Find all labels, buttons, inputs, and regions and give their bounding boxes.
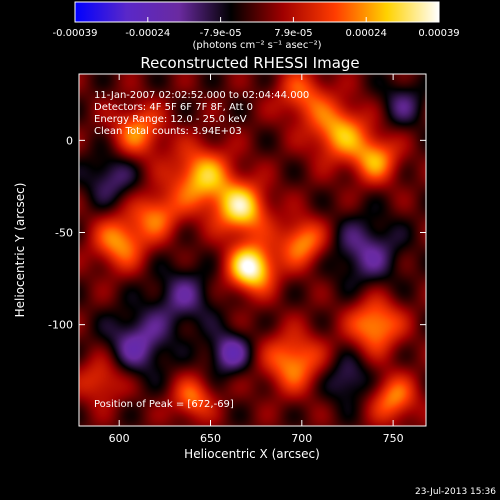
annotation-clean: Clean Total counts: 3.94E+03 bbox=[94, 126, 242, 137]
colorbar-tick-label: -7.9e-05 bbox=[200, 28, 242, 39]
x-tick-label: 750 bbox=[383, 432, 404, 445]
x-tick-label: 650 bbox=[200, 432, 221, 445]
colorbar-unit-label: (photons cm⁻² s⁻¹ asec⁻²) bbox=[192, 40, 321, 51]
heatmap-canvas bbox=[79, 74, 426, 426]
colorbar-ticks: -0.00039 -0.00024 -7.9e-05 7.9e-05 0.00024 0.… bbox=[53, 17, 460, 39]
x-axis-label: Heliocentric X (arcsec) bbox=[184, 447, 320, 461]
colorbar-tick-label: -0.00039 bbox=[53, 28, 98, 39]
annotation-time: 11-Jan-2007 02:02:52.000 to 02:04:44.000 bbox=[94, 90, 309, 101]
annotation-energy: Energy Range: 12.0 - 25.0 keV bbox=[94, 114, 247, 125]
colorbar-tick-label: 0.00024 bbox=[346, 28, 387, 39]
footer-timestamp: 23-Jul-2013 15:36 bbox=[415, 487, 496, 497]
colorbar-tick-label: 0.00039 bbox=[418, 28, 459, 39]
x-tick-label: 700 bbox=[291, 432, 312, 445]
chart-title: Reconstructed RHESSI Image bbox=[140, 54, 359, 72]
axis-ticks: 600 650 700 750 0 -50 -100 bbox=[48, 74, 426, 445]
colorbar-tick-label: -0.00024 bbox=[125, 28, 170, 39]
peak-position-label: Position of Peak = [672,-69] bbox=[94, 399, 234, 410]
colorbar bbox=[74, 1, 440, 23]
x-tick-label: 600 bbox=[109, 432, 130, 445]
annotation-detectors: Detectors: 4F 5F 6F 7F 8F, Att 0 bbox=[94, 102, 253, 113]
plot-frame bbox=[78, 73, 427, 427]
y-tick-label: 0 bbox=[66, 134, 73, 147]
y-tick-label: -50 bbox=[55, 226, 73, 239]
y-axis-label: Heliocentric Y (arcsec) bbox=[13, 183, 27, 318]
y-tick-label: -100 bbox=[48, 319, 73, 332]
colorbar-tick-label: 7.9e-05 bbox=[274, 28, 312, 39]
annotation-block: 11-Jan-2007 02:02:52.000 to 02:04:44.000… bbox=[94, 90, 309, 137]
image-plot-area bbox=[79, 74, 426, 426]
